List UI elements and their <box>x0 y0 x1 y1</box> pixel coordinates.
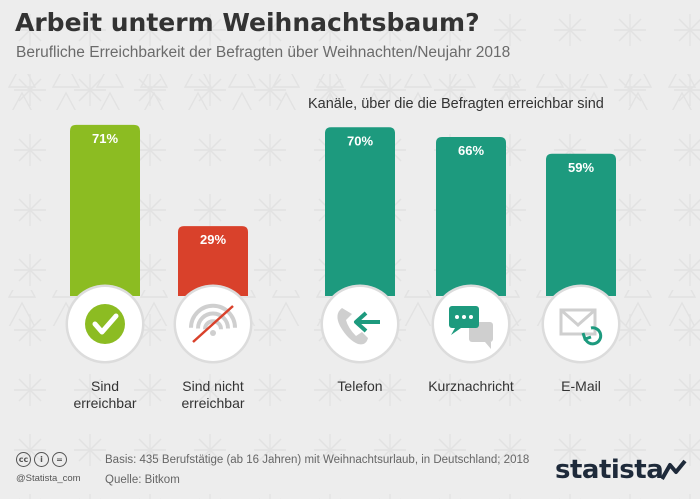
bar <box>546 153 616 296</box>
source-note: Quelle: Bitkom <box>105 474 180 486</box>
phone-icon <box>337 308 380 345</box>
category-label: E-Mail <box>561 378 601 394</box>
page-subtitle: Berufliche Erreichbarkeit der Befragten … <box>16 44 511 61</box>
license-icons: cc i = <box>16 452 67 467</box>
bar <box>436 136 506 296</box>
no-derivatives-icon: = <box>52 452 67 467</box>
data-label: 66% <box>458 143 484 158</box>
basis-note: Basis: 435 Berufstätige (ab 16 Jahren) m… <box>105 454 530 466</box>
cc-icon: cc <box>16 452 31 467</box>
chat-icon <box>449 306 493 349</box>
attribution-icon: i <box>34 452 49 467</box>
data-label: 29% <box>200 232 226 247</box>
data-label: 70% <box>347 133 373 148</box>
channels-heading: Kanäle, über die die Befragten erreichba… <box>308 96 604 112</box>
bar <box>178 226 248 296</box>
category-label: Sind erreichbar <box>73 378 137 411</box>
bar <box>70 124 140 296</box>
twitter-handle[interactable]: @Statista_com <box>16 473 81 484</box>
category-label: Kurznachricht <box>428 378 514 394</box>
wifi-off-icon <box>189 303 237 343</box>
statista-logo-mark-icon <box>661 459 687 480</box>
category-label: Telefon <box>337 378 383 394</box>
page-title: Arbeit unterm Weihnachtsbaum? <box>15 8 480 37</box>
data-label: 59% <box>568 160 594 175</box>
category-label: Sind nicht erreichbar <box>181 378 245 411</box>
data-label: 71% <box>92 131 118 146</box>
statista-logo[interactable]: statista <box>555 455 664 485</box>
bar <box>325 127 395 296</box>
checkmark-icon <box>85 304 125 344</box>
email-icon <box>559 308 603 346</box>
